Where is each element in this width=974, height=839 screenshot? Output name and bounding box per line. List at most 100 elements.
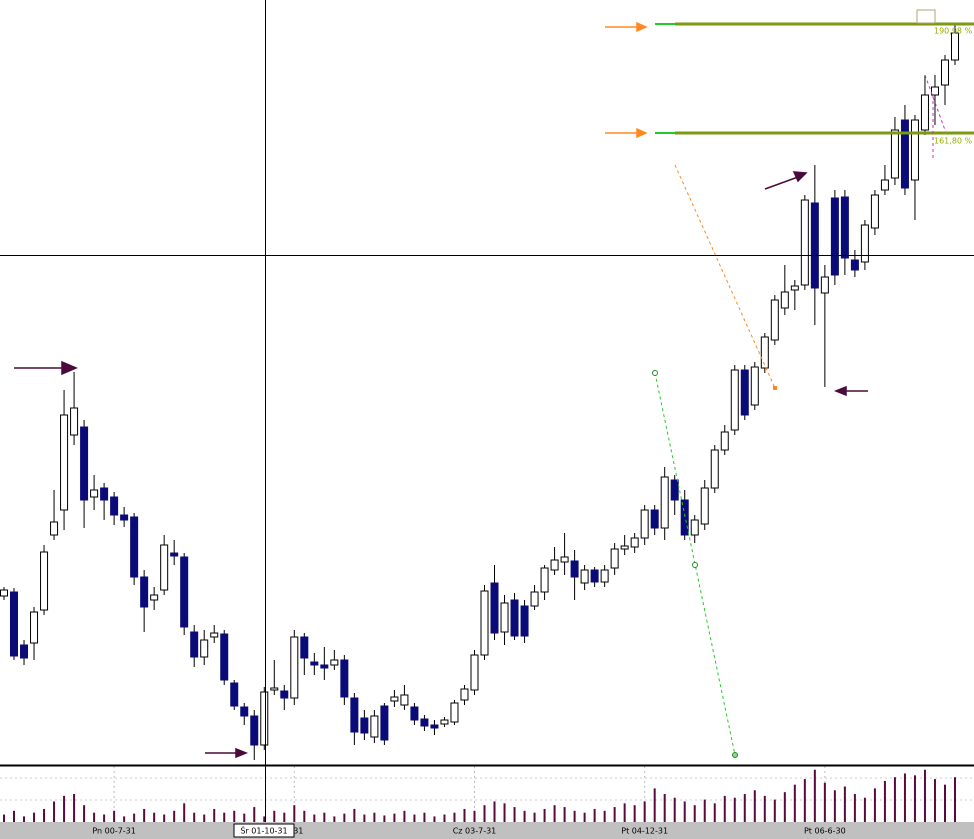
candle-body-down: [490, 582, 499, 634]
candle-body-up: [390, 696, 399, 702]
x-tick-label: Pt 06-6-30: [804, 827, 846, 836]
candle-body-up: [880, 179, 889, 191]
candle-body-up: [951, 32, 959, 61]
candle-body-up: [550, 559, 559, 571]
candle-body-down: [10, 591, 19, 657]
candle-body-up: [660, 476, 669, 529]
candle-body-up: [0, 589, 8, 597]
candle-body-up: [330, 659, 339, 666]
candle-body-down: [280, 690, 289, 699]
candle-body-up: [790, 285, 799, 291]
trend-line: [654, 372, 736, 756]
candle-body-down: [100, 487, 109, 501]
candle-body-down: [360, 717, 369, 734]
candle-body-up: [710, 449, 719, 489]
candle-body-up: [480, 590, 489, 656]
candle-body-down: [840, 196, 849, 259]
candle-body-up: [50, 521, 59, 536]
candle-body-up: [620, 545, 629, 550]
candle-body-up: [860, 224, 869, 263]
candle-body-up: [600, 569, 609, 583]
candle-body-down: [20, 644, 29, 659]
arrow-head: [235, 747, 249, 759]
candle-body-down: [350, 697, 359, 733]
candle-body-down: [120, 514, 129, 521]
candle-body-up: [460, 688, 469, 701]
candle-body-down: [240, 706, 249, 717]
arrow-head: [636, 21, 648, 33]
candle-body-up: [60, 414, 69, 511]
candle-body-down: [310, 661, 319, 666]
candle-body-up: [580, 569, 589, 584]
arrow-head: [792, 171, 808, 183]
candle-body-down: [380, 705, 389, 741]
candle-body-down: [830, 197, 839, 276]
x-tick-label: Pn 00-7-31: [92, 827, 136, 836]
candle-body-up: [910, 119, 919, 181]
candle-body-down: [850, 259, 859, 271]
candle-body-up: [750, 366, 759, 406]
candle-body-up: [290, 636, 299, 699]
candles: [0, 25, 959, 760]
arrow: [764, 176, 799, 190]
candle-body-up: [150, 594, 159, 601]
candle-body-up: [540, 567, 549, 593]
candle-body-up: [260, 691, 269, 746]
candle-body-down: [410, 706, 419, 721]
candle-body-up: [920, 94, 929, 131]
candle-body-up: [530, 591, 539, 607]
candle-body-down: [420, 718, 429, 727]
candle-body-up: [210, 632, 219, 638]
candle-body-down: [170, 552, 179, 557]
crosshair-label: Śr 01-10-31: [240, 825, 287, 836]
candle-body-up: [630, 537, 639, 548]
candle-body-up: [930, 86, 939, 96]
candle-body-up: [500, 602, 509, 633]
candle-body-down: [590, 569, 599, 583]
x-tick-label: Pt 04-12-31: [621, 827, 668, 836]
arrow-head: [61, 360, 78, 376]
trend-line: [674, 164, 776, 389]
crosshair-label-box: [233, 823, 295, 838]
candle-body-up: [90, 489, 99, 498]
trend-handle: [692, 562, 698, 568]
candle-body-up: [450, 702, 459, 723]
trend-handle: [732, 752, 738, 758]
candle-body-up: [760, 336, 769, 369]
candle-body-down: [900, 119, 909, 189]
candle-body-down: [180, 556, 189, 628]
grid: [0, 766, 974, 822]
candle-body-up: [440, 719, 449, 725]
fib-label: 161,80 %: [934, 137, 973, 146]
candle-body-down: [520, 605, 529, 637]
candle-body-down: [740, 369, 749, 416]
candle-body-down: [680, 499, 689, 536]
candle-body-down: [810, 202, 819, 289]
candle-body-down: [430, 724, 439, 729]
candle-body-down: [570, 560, 579, 578]
candle-body-up: [270, 687, 279, 691]
candle-body-up: [370, 715, 379, 738]
arrow-head: [636, 127, 648, 139]
candle-body-up: [770, 299, 779, 341]
candle-body-down: [230, 682, 239, 707]
candle-body-up: [610, 548, 619, 569]
annotations: 190,98 % 161,80 %: [0, 0, 974, 822]
trend-line: [924, 74, 946, 131]
candle-body-down: [250, 715, 259, 746]
candle-body-up: [870, 194, 879, 229]
candle-body-down: [320, 664, 329, 669]
candle-body-up: [940, 59, 949, 86]
fib-label: 190,98 %: [934, 27, 973, 36]
candle-body-down: [110, 496, 119, 516]
trend-handle: [652, 370, 658, 376]
candle-body-up: [690, 519, 699, 536]
candle-body-down: [140, 576, 149, 608]
candle-body-up: [800, 199, 809, 286]
candle-body-down: [80, 426, 89, 501]
candle-body-up: [160, 544, 169, 591]
candle-body-down: [340, 659, 349, 698]
candle-body-up: [470, 654, 479, 691]
candle-body-up: [400, 694, 409, 706]
